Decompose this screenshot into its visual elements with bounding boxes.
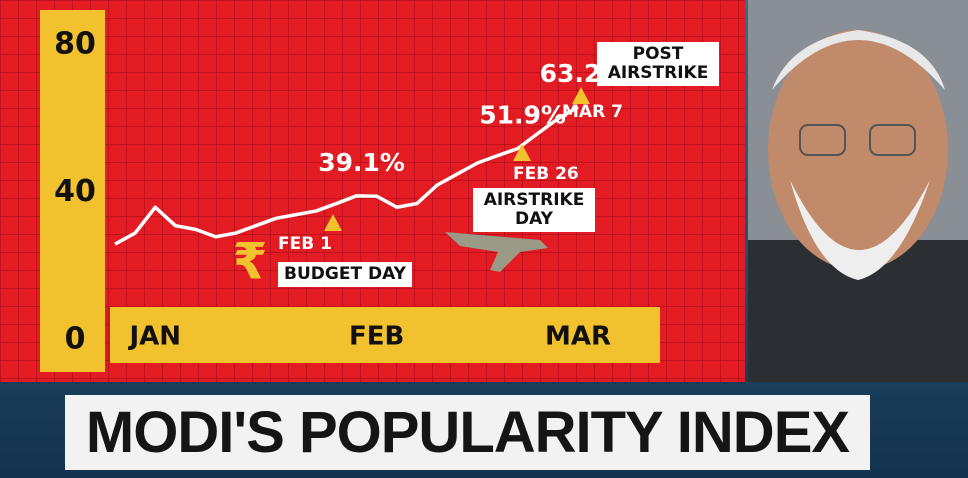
glasses <box>869 124 916 156</box>
event-date: MAR 7 <box>562 102 623 122</box>
value-label: 51.9% <box>479 101 566 130</box>
portrait <box>748 0 968 382</box>
title-banner: MODI'S POPULARITY INDEX <box>65 395 870 470</box>
event-label: AIRSTRIKE DAY <box>473 188 595 232</box>
event-label: BUDGET DAY <box>278 262 412 287</box>
glasses <box>799 124 846 156</box>
y-tick-label: 40 <box>54 174 96 209</box>
jet-icon <box>445 232 548 272</box>
beard <box>790 180 930 280</box>
x-tick-label: MAR <box>545 322 611 352</box>
x-tick-label: FEB <box>349 322 404 352</box>
event-label: POST AIRSTRIKE <box>597 42 719 86</box>
event-date: FEB 26 <box>513 164 579 184</box>
event-marker <box>513 144 531 161</box>
value-label: 39.1% <box>318 148 405 177</box>
event-marker <box>572 87 590 104</box>
y-tick-label: 80 <box>54 27 96 62</box>
data-line <box>114 105 579 246</box>
event-date: FEB 1 <box>278 234 332 254</box>
hair <box>772 30 945 90</box>
y-axis-bar <box>40 10 105 372</box>
y-tick-label: 0 <box>65 322 86 357</box>
face <box>768 30 948 270</box>
x-axis-bar <box>110 307 660 363</box>
event-marker <box>324 214 342 231</box>
jet <box>445 232 548 272</box>
x-tick-label: JAN <box>127 322 181 352</box>
budget-icon: ₹ <box>233 233 268 291</box>
